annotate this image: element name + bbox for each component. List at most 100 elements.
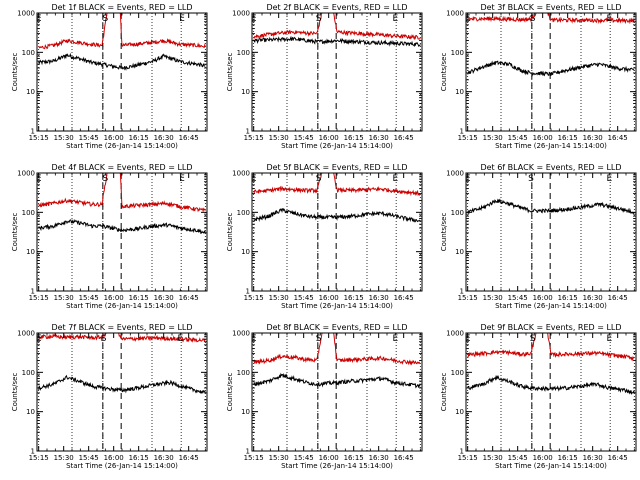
x-tick-label: 15:15: [29, 454, 49, 462]
interval-marker-label: E: [36, 14, 42, 24]
y-axis-label: Counts/sec: [226, 373, 234, 412]
x-tick-label: 16:45: [394, 134, 414, 142]
plot-frame: [251, 332, 423, 452]
detector-panel-4: Det 4f BLACK = Events, RED = LLD 1 10 100 10…: [11, 163, 208, 310]
series-line-lld: [38, 333, 206, 343]
x-tick-label: 15:45: [294, 294, 314, 302]
y-tick-label: 1: [246, 288, 250, 296]
x-axis-label: Start Time (26-Jan-14 15:14:00): [66, 142, 178, 150]
interval-marker-label: E: [392, 334, 398, 344]
x-tick-label: 16:15: [558, 454, 578, 462]
x-tick-label: 15:30: [269, 134, 289, 142]
y-axis-label: Counts/sec: [440, 373, 448, 412]
interval-marker-label: E: [465, 174, 471, 184]
x-tick-label: 15:30: [269, 454, 289, 462]
y-tick-label: 1: [460, 128, 464, 136]
series-line-lld: [253, 173, 421, 197]
x-tick-label: 16:30: [583, 134, 603, 142]
x-tick-label: 15:15: [458, 294, 478, 302]
x-tick-label: 15:30: [269, 294, 289, 302]
y-tick-label: 10: [26, 88, 35, 96]
x-tick-label: 15:30: [483, 294, 503, 302]
x-tick-label: 16:30: [154, 454, 174, 462]
x-axis-label: Start Time (26-Jan-14 15:14:00): [281, 462, 393, 470]
series-line-lld: [38, 13, 206, 50]
y-axis-label: Counts/sec: [11, 373, 19, 412]
x-tick-label: 15:15: [244, 294, 264, 302]
x-tick-label: 16:45: [179, 134, 199, 142]
plot-frame: [465, 12, 637, 132]
interval-marker-label: E: [392, 174, 398, 184]
series-line-events: [467, 198, 635, 215]
interval-marker-label: E: [36, 334, 42, 344]
y-tick-label: 100: [237, 49, 250, 57]
x-tick-label: 16:30: [583, 294, 603, 302]
x-tick-label: 16:15: [129, 454, 149, 462]
interval-marker-label: S: [102, 174, 108, 184]
x-tick-label: 16:30: [369, 294, 389, 302]
y-tick-label: 10: [455, 408, 464, 416]
y-tick-label: 100: [451, 369, 464, 377]
x-tick-label: 16:15: [558, 134, 578, 142]
plot-frame: [465, 332, 637, 452]
x-axis-label: Start Time (26-Jan-14 15:14:00): [66, 302, 178, 310]
x-tick-label: 15:30: [54, 454, 74, 462]
x-tick-label: 16:45: [394, 454, 414, 462]
panel-title: Det 6f BLACK = Events, RED = LLD: [480, 163, 621, 172]
series-line-events: [38, 52, 206, 71]
x-tick-label: 16:15: [129, 134, 149, 142]
y-axis-label: Counts/sec: [440, 213, 448, 252]
detector-panel-2: Det 2f BLACK = Events, RED = LLD 1 10 100 10…: [226, 3, 423, 150]
x-tick-label: 15:30: [54, 134, 74, 142]
y-tick-label: 1: [31, 288, 35, 296]
x-tick-label: 15:30: [483, 454, 503, 462]
plot-frame: [465, 172, 637, 292]
detector-panel-1: Det 1f BLACK = Events, RED = LLD 1 10 100 10…: [11, 3, 208, 150]
x-tick-label: 15:15: [29, 134, 49, 142]
y-tick-label: 100: [451, 49, 464, 57]
x-tick-label: 16:45: [394, 294, 414, 302]
series-line-events: [253, 35, 421, 48]
series-line-lld: [253, 13, 421, 41]
y-tick-label: 1: [246, 448, 250, 456]
y-tick-label: 1000: [232, 10, 250, 18]
panel-title: Det 9f BLACK = Events, RED = LLD: [480, 323, 621, 332]
x-axis-label: Start Time (26-Jan-14 15:14:00): [495, 302, 607, 310]
y-tick-label: 1: [246, 128, 250, 136]
panel-title: Det 7f BLACK = Events, RED = LLD: [51, 323, 192, 332]
x-axis-label: Start Time (26-Jan-14 15:14:00): [495, 462, 607, 470]
x-tick-label: 16:00: [533, 454, 553, 462]
panel-title: Det 3f BLACK = Events, RED = LLD: [480, 3, 621, 12]
x-tick-label: 16:30: [154, 294, 174, 302]
x-tick-label: 15:15: [29, 294, 49, 302]
y-tick-label: 1000: [232, 330, 250, 338]
y-axis-label: Counts/sec: [11, 53, 19, 92]
y-tick-label: 1000: [232, 170, 250, 178]
y-tick-label: 100: [237, 209, 250, 217]
y-axis-label: Counts/sec: [440, 53, 448, 92]
panel-title: Det 8f BLACK = Events, RED = LLD: [266, 323, 407, 332]
series-line-lld: [38, 173, 206, 213]
series-line-events: [38, 374, 206, 394]
interval-marker-label: S: [530, 334, 536, 344]
series-line-events: [253, 207, 421, 223]
x-tick-label: 16:00: [319, 294, 339, 302]
y-tick-label: 1: [31, 448, 35, 456]
y-tick-label: 1000: [446, 10, 464, 18]
x-axis-label: Start Time (26-Jan-14 15:14:00): [281, 142, 393, 150]
interval-marker-label: E: [392, 14, 398, 24]
x-tick-label: 15:45: [79, 134, 99, 142]
y-tick-label: 100: [22, 49, 35, 57]
interval-marker-label: S: [102, 14, 108, 24]
x-tick-label: 15:45: [508, 134, 528, 142]
x-tick-label: 15:45: [79, 294, 99, 302]
interval-marker-label: S: [316, 174, 322, 184]
x-tick-label: 16:45: [608, 294, 628, 302]
detector-panel-6: Det 6f BLACK = Events, RED = LLD 1 10 100 10…: [440, 163, 637, 310]
panel-title: Det 4f BLACK = Events, RED = LLD: [51, 163, 192, 172]
x-tick-label: 16:00: [533, 134, 553, 142]
y-tick-label: 10: [241, 88, 250, 96]
x-tick-label: 16:15: [558, 294, 578, 302]
interval-marker-label: E: [465, 334, 471, 344]
